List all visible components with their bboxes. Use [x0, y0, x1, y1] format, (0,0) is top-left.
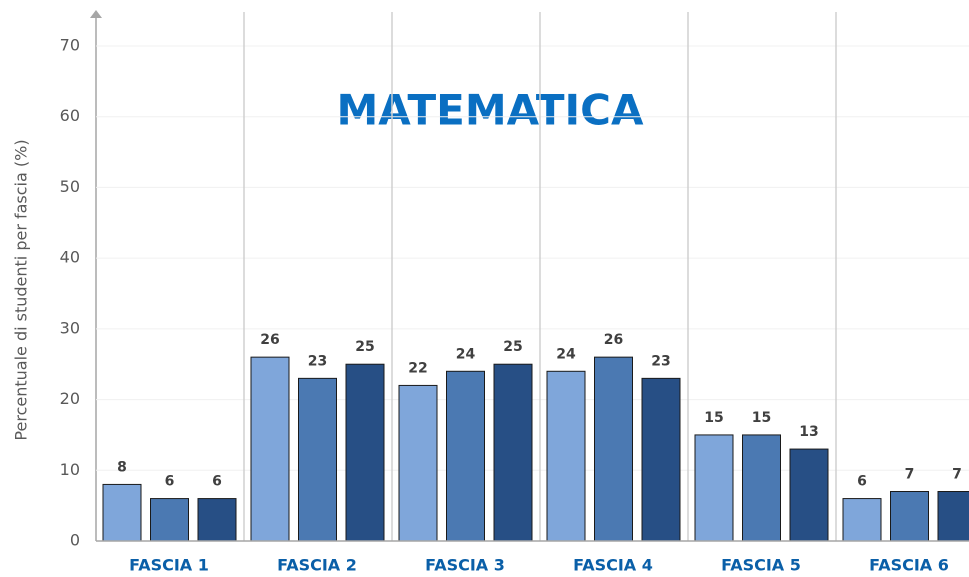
bar	[937, 491, 969, 542]
data-label: 23	[651, 353, 670, 369]
bar	[789, 448, 829, 542]
bar	[694, 434, 734, 542]
x-tick-label: FASCIA 3	[425, 556, 505, 575]
data-label: 24	[456, 346, 476, 362]
bar	[197, 498, 237, 542]
bar	[102, 483, 142, 542]
y-axis-arrow	[90, 10, 102, 18]
data-label: 23	[308, 353, 327, 369]
y-tick-label: 0	[70, 531, 80, 550]
data-label: 26	[260, 332, 279, 348]
bar	[150, 498, 189, 542]
x-tick-label: FASCIA 2	[277, 556, 357, 575]
bar	[345, 363, 385, 542]
data-label: 26	[604, 332, 623, 348]
y-tick-label: 40	[60, 248, 80, 267]
x-tick-label: FASCIA 5	[721, 556, 801, 575]
y-axis-label: Percentuale di studenti per fascia (%)	[12, 139, 31, 440]
data-label: 6	[857, 474, 867, 490]
x-tick-label: FASCIA 4	[573, 556, 653, 575]
bar	[250, 356, 290, 542]
chart-title: MATEMATICA	[336, 86, 644, 135]
bar	[594, 356, 633, 542]
data-label: 6	[212, 474, 222, 490]
data-label: 7	[905, 467, 915, 483]
bar	[742, 434, 781, 542]
y-tick-label: 30	[60, 318, 80, 337]
data-label: 13	[799, 424, 818, 440]
data-label: 8	[117, 459, 127, 475]
bar	[398, 384, 438, 542]
x-tick-label: FASCIA 1	[129, 556, 209, 575]
y-tick-label: 60	[60, 106, 80, 125]
data-label: 25	[355, 339, 374, 355]
data-label: 7	[952, 467, 962, 483]
y-tick-label: 10	[60, 460, 80, 479]
data-label: 15	[704, 410, 723, 426]
bar	[493, 363, 533, 542]
data-label: 24	[556, 346, 576, 362]
bar	[842, 498, 882, 542]
data-label: 15	[752, 410, 771, 426]
x-tick-label: FASCIA 6	[869, 556, 949, 575]
bar	[446, 370, 485, 542]
bar	[890, 491, 929, 542]
bar	[641, 377, 681, 542]
data-label: 6	[165, 474, 175, 490]
y-tick-label: 20	[60, 389, 80, 408]
data-label: 25	[503, 339, 522, 355]
data-label: 22	[408, 360, 427, 376]
y-tick-label: 70	[60, 36, 80, 55]
bar	[546, 370, 586, 542]
bar	[298, 377, 337, 542]
y-tick-label: 50	[60, 177, 80, 196]
